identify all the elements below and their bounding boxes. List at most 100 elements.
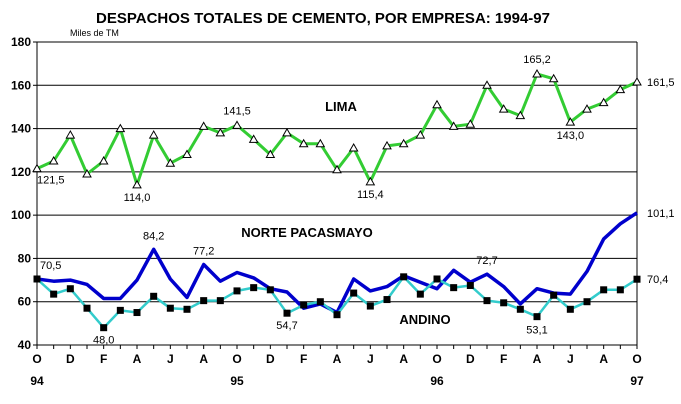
andino-point xyxy=(166,304,174,312)
lima-point xyxy=(515,110,526,120)
data-label: 77,2 xyxy=(193,245,214,257)
lima-point xyxy=(615,84,626,94)
andino-point xyxy=(533,313,541,321)
andino-point xyxy=(366,302,374,310)
andino-point xyxy=(433,275,441,283)
lima-point xyxy=(298,138,309,148)
lima-point xyxy=(182,149,192,159)
lima-point xyxy=(582,104,592,113)
y-tick-label: 60 xyxy=(18,295,32,309)
andino-point xyxy=(600,286,608,294)
y-tick-label: 80 xyxy=(18,251,32,265)
axes xyxy=(33,41,638,349)
andino-point xyxy=(133,309,141,317)
series-name-label: ANDINO xyxy=(399,312,450,327)
data-label: 161,5 xyxy=(647,77,675,89)
data-label: 121,5 xyxy=(37,175,65,187)
y-tick-label: 40 xyxy=(18,338,32,352)
lima-point xyxy=(632,77,642,86)
x-month-label: F xyxy=(300,352,307,366)
andino-point xyxy=(416,290,424,298)
series-name-label: NORTE PACASMAYO xyxy=(241,225,372,240)
andino-point xyxy=(116,306,124,314)
lima-point xyxy=(315,138,326,148)
lima-point xyxy=(415,130,426,139)
lima-point xyxy=(115,123,126,133)
andino-point xyxy=(566,305,574,313)
lima-point xyxy=(598,97,609,107)
x-month-label: A xyxy=(333,352,342,366)
x-month-label: A xyxy=(599,352,608,366)
andino-point xyxy=(100,324,108,332)
x-year-label: 95 xyxy=(230,374,244,388)
andino-point xyxy=(333,311,341,319)
x-month-label: F xyxy=(100,352,107,366)
y-tick-labels: 40 60 80 100 120 140 160 180 xyxy=(11,35,31,352)
andino-point xyxy=(66,285,74,293)
lima-point xyxy=(65,130,76,139)
lima-point xyxy=(32,163,42,173)
andino-point xyxy=(583,298,591,306)
lima-point xyxy=(215,127,226,137)
lima-point xyxy=(82,169,92,178)
lima-point xyxy=(565,117,576,126)
lima-point xyxy=(498,104,509,113)
andino-point xyxy=(466,281,474,289)
data-label: 84,2 xyxy=(143,230,164,242)
lima-point xyxy=(382,140,392,150)
data-label: 70,4 xyxy=(647,274,668,286)
andino-point xyxy=(500,299,508,307)
andino-point xyxy=(250,284,258,292)
andino-point xyxy=(183,305,191,313)
lima-point xyxy=(332,164,342,174)
data-label: 115,4 xyxy=(357,189,384,201)
andino-point xyxy=(216,297,224,305)
data-label: 72,7 xyxy=(476,255,497,267)
data-label: 48,0 xyxy=(93,335,114,347)
x-year-label: 94 xyxy=(30,374,44,388)
andino-point xyxy=(83,304,91,312)
x-month-label: F xyxy=(500,352,507,366)
data-labels: LIMA NORTE PACASMAYO ANDINO 121,5 114,0 141,5… xyxy=(37,54,675,347)
andino-point xyxy=(383,296,391,304)
andino-point xyxy=(33,275,41,283)
andino-point xyxy=(400,273,408,281)
x-month-label: A xyxy=(399,352,408,366)
y-tick-label: 140 xyxy=(11,122,31,136)
data-label: 114,0 xyxy=(124,192,151,204)
andino-point xyxy=(266,286,274,294)
andino-point xyxy=(316,298,324,306)
data-label: 143,0 xyxy=(557,130,585,142)
data-label: 53,1 xyxy=(526,325,547,337)
lima-point xyxy=(98,156,109,165)
andino-point xyxy=(616,286,624,294)
x-month-label: A xyxy=(533,352,542,366)
y-axis-unit-label: Miles de TM xyxy=(70,28,119,38)
x-month-label: J xyxy=(567,352,574,366)
andino-point xyxy=(516,305,524,313)
data-label: 165,2 xyxy=(523,54,551,66)
lima-point xyxy=(132,179,142,189)
y-tick-label: 160 xyxy=(11,78,31,92)
lima-point xyxy=(548,73,559,83)
lima-point xyxy=(282,127,292,137)
andino-point xyxy=(550,291,558,299)
data-label: 70,5 xyxy=(40,260,61,272)
lima-point xyxy=(48,156,59,165)
x-month-label: D xyxy=(266,352,275,366)
lima-point xyxy=(432,99,442,109)
lima-point xyxy=(198,121,209,130)
series-line-andino xyxy=(36,275,638,329)
lima-point xyxy=(165,158,176,167)
lima-point xyxy=(248,134,259,143)
series-group xyxy=(32,69,642,332)
x-month-label: O xyxy=(232,352,241,366)
lima-point xyxy=(398,138,409,148)
andino-point xyxy=(350,289,358,297)
lima-point xyxy=(365,176,376,186)
series-name-label: LIMA xyxy=(325,99,357,114)
andino-point xyxy=(233,287,241,295)
lima-point xyxy=(482,80,492,89)
y-tick-label: 100 xyxy=(11,208,31,222)
